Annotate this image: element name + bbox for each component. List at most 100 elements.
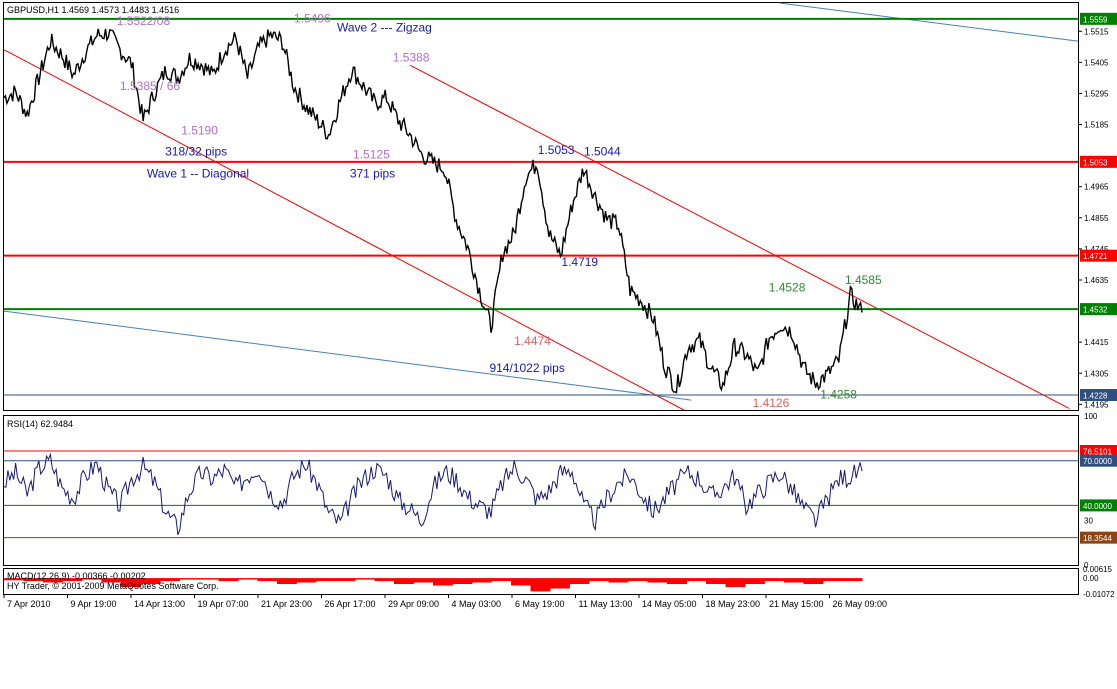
- macd-bar: [218, 578, 239, 582]
- copyright-text: HY Trader, © 2001-2009 MetaQuotes Softwa…: [7, 581, 219, 591]
- rsi-series-line: [3, 452, 863, 535]
- macd-tick-label: -0.01072: [1083, 590, 1115, 599]
- x-tick-label: 14 Apr 13:00: [134, 599, 185, 609]
- x-tick-label: 4 May 03:00: [452, 599, 502, 609]
- rsi-level-label: 70.0000: [1083, 457, 1112, 466]
- price-annotation: 1.5053: [538, 143, 575, 157]
- price-level-box: [1080, 155, 1117, 168]
- x-tick-label: 18 May 23:00: [706, 599, 761, 609]
- x-tick-label: 19 Apr 07:00: [198, 599, 249, 609]
- x-tick-label: 21 Apr 23:00: [261, 599, 312, 609]
- price-annotation: 1.5388: [393, 51, 430, 65]
- price-tick-label: 1.4415: [1084, 338, 1109, 347]
- macd-bar: [725, 578, 746, 587]
- trend-line[interactable]: [3, 49, 685, 411]
- price-tick-label: 1.5295: [1084, 89, 1109, 98]
- macd-bar: [842, 578, 863, 582]
- macd-bar: [647, 578, 668, 583]
- macd-bar: [686, 578, 707, 582]
- price-level-box: [1080, 303, 1117, 316]
- price-level-box: [1080, 389, 1117, 402]
- x-tick-label: 7 Apr 2010: [7, 599, 51, 609]
- macd-bar: [569, 578, 590, 584]
- x-tick-label: 6 May 19:00: [515, 599, 565, 609]
- price-tick-label: 1.4195: [1084, 400, 1109, 409]
- price-tick-label: 1.5405: [1084, 58, 1109, 67]
- x-tick-label: 14 May 05:00: [642, 599, 697, 609]
- rsi-level-box: [1080, 531, 1117, 544]
- trend-line[interactable]: [409, 64, 1070, 410]
- price-annotation: 1.5496: [294, 12, 331, 26]
- price-panel[interactable]: [3, 2, 1079, 411]
- macd-bar: [491, 578, 512, 582]
- macd-bar: [413, 578, 434, 583]
- price-level-label: 1.4532: [1083, 306, 1108, 315]
- price-annotation: 1.5190: [181, 123, 218, 137]
- macd-bar: [803, 578, 824, 584]
- macd-bar: [628, 578, 648, 582]
- price-annotation: 1.5385 / 66: [120, 79, 180, 93]
- macd-bar: [4, 578, 24, 581]
- macd-bar: [82, 578, 102, 580]
- macd-bar: [452, 578, 473, 584]
- macd-bar: [355, 578, 375, 580]
- macd-bar: [335, 578, 356, 582]
- macd-bar: [706, 578, 726, 584]
- price-tick-label: 1.4305: [1084, 369, 1109, 378]
- price-level-box: [1080, 12, 1117, 25]
- rsi-tick-label: 100: [1084, 412, 1098, 421]
- trend-line[interactable]: [3, 310, 692, 401]
- price-level-box: [1080, 249, 1117, 262]
- price-annotation: 1.4258: [820, 388, 857, 402]
- price-annotation: 1.5522/08: [117, 14, 171, 28]
- price-tick-label: 1.4745: [1084, 245, 1109, 254]
- price-tick-label: 1.4635: [1084, 276, 1109, 285]
- macd-bar: [784, 578, 804, 583]
- x-tick-label: 11 May 13:00: [579, 599, 633, 609]
- macd-bar: [530, 578, 551, 592]
- x-tick-label: 26 May 09:00: [833, 599, 888, 609]
- macd-bar: [199, 578, 219, 580]
- price-tick-label: 1.5515: [1084, 27, 1109, 36]
- price-annotation: 1.4528: [769, 280, 806, 294]
- macd-bar: [238, 578, 258, 580]
- price-level-label: 1.5559: [1083, 15, 1108, 24]
- price-annotation: 1.4585: [845, 273, 882, 287]
- price-annotation: 318/32 pips: [165, 145, 227, 159]
- price-annotation: 1.4126: [753, 396, 790, 410]
- macd-bar: [589, 578, 609, 582]
- rsi-level-label: 18.3544: [1083, 534, 1112, 543]
- price-annotation: Wave 2 --- Zigzag: [337, 20, 432, 34]
- macd-bar: [745, 578, 765, 584]
- price-level-label: 1.4721: [1083, 252, 1108, 261]
- price-tick-label: 1.4855: [1084, 214, 1109, 223]
- trend-line[interactable]: [779, 2, 1079, 42]
- x-tick-label: 21 May 15:00: [769, 599, 824, 609]
- macd-bar: [433, 578, 453, 586]
- macd-bar: [823, 578, 843, 582]
- macd-bar: [394, 578, 414, 584]
- macd-bar: [472, 578, 492, 583]
- price-tick-label: 1.4965: [1084, 183, 1109, 192]
- macd-bar: [101, 578, 122, 583]
- macd-bar: [550, 578, 570, 589]
- macd-bar: [316, 578, 336, 582]
- price-level-label: 1.5053: [1083, 158, 1108, 167]
- rsi-level-label: 40.0000: [1083, 502, 1112, 511]
- macd-title: MACD(12,26,9) -0.00366 -0.00202: [7, 571, 146, 581]
- macd-bar: [374, 578, 395, 582]
- price-series-line: [3, 28, 863, 394]
- macd-bar: [140, 578, 161, 584]
- price-annotation: 371 pips: [350, 167, 395, 181]
- price-annotation: 1.5125: [353, 147, 390, 161]
- price-level-label: 1.4228: [1083, 392, 1108, 401]
- rsi-level-box: [1080, 444, 1117, 457]
- rsi-tick-label: 30: [1084, 516, 1093, 525]
- rsi-level-label: 76.5101: [1083, 447, 1112, 456]
- rsi-level-box: [1080, 499, 1117, 512]
- macd-bar: [160, 578, 180, 582]
- rsi-tick-label: 0: [1084, 561, 1089, 570]
- chart-title: GBPUSD,H1 1.4569 1.4573 1.4483 1.4516: [7, 5, 179, 15]
- macd-bar: [257, 578, 278, 582]
